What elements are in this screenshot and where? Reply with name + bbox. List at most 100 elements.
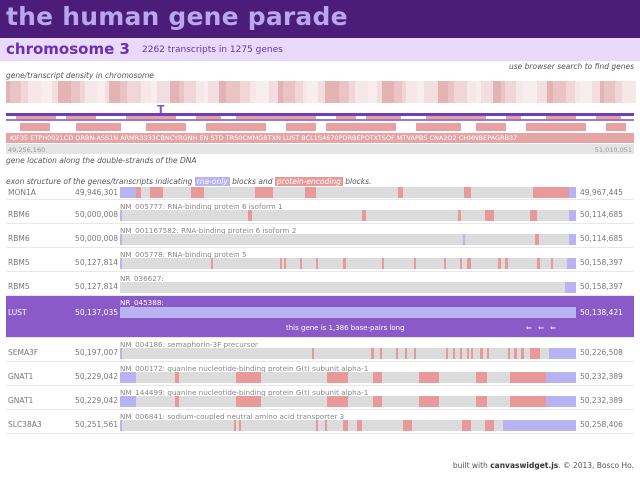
protein-encoding-block: [466, 348, 469, 359]
gene-name: SEMA3F: [8, 348, 39, 357]
rna-only-block: [120, 372, 136, 383]
protein-encoding-block: [537, 258, 540, 269]
protein-encoding-block: [521, 348, 524, 359]
transcript-description: NR_036627:: [120, 274, 164, 283]
gene-name: GNAT1: [8, 372, 34, 381]
exon-track[interactable]: [120, 258, 576, 269]
transcript-row[interactable]: GNAT1 50,229,042 NM_144499: guanine nucleo…: [6, 386, 634, 410]
search-hint: use browser search to find genes: [509, 62, 634, 71]
transcript-row[interactable]: RBM5 50,127,814 NR_036627: 50,158,397: [6, 272, 634, 296]
transcript-description: NM_005777: RNA-binding protein 6 isoform…: [120, 202, 283, 211]
strand-direction-arrows-icon: ⇐ ⇐ ⇐: [526, 324, 559, 332]
density-stripe: [184, 81, 196, 103]
app-header: the human gene parade: [0, 0, 640, 38]
exon-track[interactable]: [120, 307, 576, 318]
gene-start: 50,229,042: [75, 372, 118, 381]
protein-encoding-block: [382, 258, 385, 269]
density-stripe: [476, 81, 481, 103]
protein-encoding-block: [284, 258, 287, 269]
protein-encoding-block: [247, 210, 253, 221]
density-stripe: [467, 81, 476, 103]
density-stripe: [516, 81, 523, 103]
rna-only-block: [120, 258, 123, 269]
density-stripe: [85, 81, 97, 103]
structure-legend: exon structure of the genes/transcripts …: [6, 177, 371, 186]
density-stripe: [505, 81, 516, 103]
protein-encoding-block: [316, 258, 319, 269]
gene-block-forward: [16, 116, 56, 121]
gene-name: LUST: [8, 308, 27, 317]
exon-track[interactable]: [120, 372, 576, 383]
transcript-description: NM_144499: guanine nucleotide-binding pr…: [120, 388, 369, 397]
protein-encoding-block: [149, 187, 164, 198]
protein-encoding-block: [462, 420, 472, 431]
transcript-description: NM_005778: RNA-binding protein 5: [120, 250, 247, 259]
transcript-description: NM_000172: guanine nucleotide-binding pr…: [120, 364, 369, 373]
gene-name: RBM5: [8, 258, 30, 267]
transcript-row[interactable]: SLC38A3 50,251,561 NM_006841: sodium-coupl…: [6, 410, 634, 434]
density-stripe: [454, 81, 467, 103]
density-track[interactable]: [6, 81, 636, 103]
protein-encoding-block: [471, 348, 474, 359]
density-stripe: [58, 81, 71, 103]
protein-encoding-block: [466, 258, 472, 269]
protein-encoding-block: [475, 372, 488, 383]
footer-lib-link[interactable]: canvaswidget.js: [490, 461, 559, 470]
density-stripe: [170, 81, 179, 103]
density-stripe: [448, 81, 454, 103]
exon-track[interactable]: [120, 234, 576, 245]
density-stripe: [580, 81, 592, 103]
gene-block-reverse: [416, 123, 461, 131]
rna-only-block: [546, 396, 576, 407]
density-stripe: [105, 81, 109, 103]
protein-encoding-block: [211, 258, 214, 269]
density-stripe: [377, 81, 382, 103]
rna-only-block: [120, 210, 122, 221]
dna-strand-bottom: [6, 119, 634, 121]
transcript-row[interactable]: SEMA3F 50,197,007 NM_004186: semaphorin-3F…: [6, 338, 634, 362]
footer-prefix: built with: [452, 461, 488, 470]
gene-start: 50,197,007: [75, 348, 118, 357]
rna-only-block: [120, 420, 122, 431]
exon-track[interactable]: [120, 210, 576, 221]
exon-track[interactable]: [120, 348, 576, 359]
protein-encoding-block: [446, 348, 449, 359]
rna-only-block: [566, 258, 576, 269]
density-marker: T: [157, 103, 165, 116]
transcript-row[interactable]: RBM6 50,000,008 NM_001167582: RNA-binding …: [6, 224, 634, 248]
density-stripe: [42, 81, 52, 103]
transcript-row[interactable]: RBM6 50,000,008 NM_005777: RNA-binding pro…: [6, 200, 634, 224]
density-stripe: [307, 81, 318, 103]
rna-only-block: [569, 234, 576, 245]
protein-encoding-block: [325, 420, 328, 431]
gene-end: 50,226,508: [580, 348, 623, 357]
protein-encoding-block: [464, 187, 472, 198]
density-stripe: [151, 81, 157, 103]
density-stripe: [523, 81, 537, 103]
gene-end: 50,158,397: [580, 282, 623, 291]
protein-encoding-block: [443, 258, 447, 269]
exon-track[interactable]: [120, 396, 576, 407]
transcript-row[interactable]: GNAT1 50,229,042 NM_000172: guanine nucleo…: [6, 362, 634, 386]
chromosome-header: chromosome 3 2262 transcripts in 1275 ge…: [0, 38, 640, 61]
density-stripe: [71, 81, 80, 103]
protein-encoding-block: [190, 187, 205, 198]
gene-end: 50,258,406: [580, 420, 623, 429]
density-stripe: [604, 81, 615, 103]
transcript-row[interactable]: MON1A 49,946,301 49,967,445: [6, 186, 634, 200]
protein-encoding-block: [327, 372, 348, 383]
transcript-row[interactable]: RBM5 50,127,814 NM_005778: RNA-binding pro…: [6, 248, 634, 272]
exon-track[interactable]: [120, 420, 576, 431]
location-track[interactable]: KIF35 ETPH0021CD ORBN-ASS1N ARMR3333CBNC…: [6, 113, 634, 154]
protein-encoding-block: [509, 396, 547, 407]
density-stripe: [368, 81, 377, 103]
transcript-description: NM_001167582: RNA-binding protein 6 isof…: [120, 226, 297, 235]
gene-name: RBM5: [8, 282, 30, 291]
protein-encoding-block: [459, 348, 462, 359]
protein-encoding-block: [311, 348, 314, 359]
exon-track[interactable]: [120, 282, 576, 293]
gene-block-reverse: [206, 123, 266, 131]
transcript-row[interactable]: LUST 50,137,035 NR_045388: 50,138,421 this g…: [6, 296, 634, 338]
gene-location-labels[interactable]: KIF35 ETPH0021CD ORBN-ASS1N ARMR3333CBNC…: [6, 133, 634, 143]
exon-track[interactable]: [120, 187, 576, 198]
